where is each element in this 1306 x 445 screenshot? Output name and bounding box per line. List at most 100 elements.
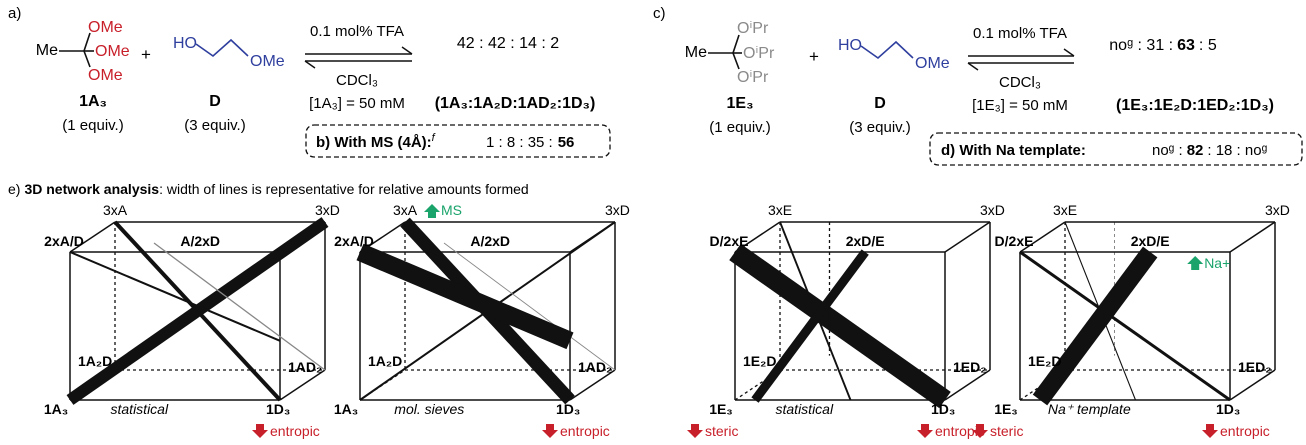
cube-edge bbox=[944, 221, 991, 253]
methoxy-label: OMe bbox=[915, 55, 950, 72]
isopropoxy-label: OⁱPr bbox=[743, 45, 775, 62]
down-arrow-icon bbox=[252, 424, 268, 438]
condition-solvent: CDCl₃ bbox=[336, 72, 378, 89]
condition-catalyst: 0.1 mol% TFA bbox=[310, 23, 404, 40]
bond bbox=[83, 50, 91, 68]
bond bbox=[732, 34, 740, 54]
network-path bbox=[69, 251, 281, 342]
vertex-label: D/2xE bbox=[710, 233, 749, 249]
vertex-label: 2xD/E bbox=[1131, 233, 1170, 249]
reagent-1e3-equiv: (1 equiv.) bbox=[709, 119, 770, 136]
down-arrow-icon bbox=[542, 424, 558, 438]
network-path bbox=[356, 243, 574, 350]
reagent-d-name: D bbox=[209, 93, 221, 110]
cube-edge bbox=[1019, 221, 1066, 253]
reagent-d-equiv: (3 equiv.) bbox=[184, 117, 245, 134]
vertex-label: 3xD bbox=[605, 202, 630, 218]
network-path bbox=[1019, 250, 1231, 402]
network-path bbox=[751, 249, 869, 403]
vertex-label: 1E₃ bbox=[994, 401, 1018, 417]
vertex-label: 3xE bbox=[768, 202, 792, 218]
na-box-label: d) With Na template: bbox=[941, 142, 1086, 159]
cube-edge bbox=[944, 369, 991, 401]
reagent-d-name: D bbox=[874, 95, 886, 112]
panel-c-label: c) bbox=[653, 5, 666, 22]
down-arrow-icon bbox=[972, 424, 988, 438]
network-path-minor bbox=[779, 221, 852, 401]
entropic-label: entropic bbox=[1220, 423, 1270, 439]
ms-result-box bbox=[305, 124, 611, 158]
hydroxyl-label: HO bbox=[838, 37, 862, 54]
na-box-ratio: noᵍ :82: 18 : noᵍ bbox=[1152, 142, 1268, 159]
panel-c: c) Me OⁱPr OⁱPr OⁱPr 1E₃ (1 equiv.) + HO… bbox=[653, 5, 1303, 166]
methyl-label: Me bbox=[36, 42, 58, 59]
vertex-label: A/2xD bbox=[180, 233, 220, 249]
vertex-label: 3xA bbox=[393, 202, 418, 218]
vertex-label: 1D₃ bbox=[556, 401, 580, 417]
cube-edge bbox=[279, 369, 326, 401]
methyl-label: Me bbox=[685, 44, 707, 61]
down-arrow-icon bbox=[687, 424, 703, 438]
network-cube-na-template: 3xE 3xD D/2xE 2xD/E 1E₂D 1ED₂ 1E₃ 1D₃ Na⁺ templa… bbox=[972, 202, 1290, 439]
network-cube-statistical-a: 3xA 3xD 2xA/D A/2xD 1A₂D 1AD₂ 1A₃ 1D₃ statistica… bbox=[44, 202, 340, 439]
vertex-label: 1D₃ bbox=[931, 401, 955, 417]
cube-caption: Na⁺ template bbox=[1048, 401, 1131, 417]
vertex-label: 3xD bbox=[980, 202, 1005, 218]
methoxy-label: OMe bbox=[88, 19, 123, 36]
isopropoxy-label: OⁱPr bbox=[737, 69, 769, 86]
na-template-result-box bbox=[929, 132, 1303, 166]
network-path bbox=[66, 217, 329, 405]
vertex-label: 1D₃ bbox=[1216, 401, 1240, 417]
network-cube-statistical-e: 3xE 3xD D/2xE 2xD/E 1E₂D 1ED₂ 1E₃ 1D₃ statistica… bbox=[687, 202, 1005, 439]
panel-e-title: e) 3D network analysis: width of lines is… bbox=[8, 181, 529, 197]
carbon-chain bbox=[860, 40, 914, 60]
equilibrium-ratio: 42 : 42 : 14 : 2 bbox=[457, 35, 559, 52]
diol-d-structure: HO OMe bbox=[173, 35, 285, 70]
orthoester-1e3-structure: Me OⁱPr OⁱPr OⁱPr bbox=[685, 20, 775, 86]
orthoester-1a3-structure: Me OMe OMe OMe bbox=[36, 19, 130, 84]
species-order: (1A₃:1A₂D:1AD₂:1D₃) bbox=[435, 95, 596, 112]
steric-label: steric bbox=[990, 423, 1023, 439]
diol-d-structure: HO OMe bbox=[838, 37, 950, 72]
network-cube-mol-sieves: 3xA 3xD 2xA/D A/2xD 1A₂D 1AD₂ 1A₃ 1D₃ mol. sieve… bbox=[334, 202, 630, 439]
down-arrow-icon bbox=[917, 424, 933, 438]
bond bbox=[732, 52, 740, 70]
vertex-label: 3xD bbox=[315, 202, 340, 218]
cube-caption: statistical bbox=[111, 401, 169, 417]
vertex-label: D/2xE bbox=[995, 233, 1034, 249]
vertex-label: A/2xD bbox=[470, 233, 510, 249]
network-path-minor bbox=[443, 242, 616, 371]
entropic-label: entropic bbox=[935, 423, 985, 439]
equilibrium-arrow bbox=[304, 46, 413, 69]
reagent-1a3-name: 1A₃ bbox=[79, 93, 107, 110]
vertex-label: 3xE bbox=[1053, 202, 1077, 218]
cube-edge bbox=[569, 369, 616, 401]
hydroxyl-label: HO bbox=[173, 35, 197, 52]
condition-concentration: [1A₃] = 50 mM bbox=[309, 95, 405, 112]
reagent-1a3-equiv: (1 equiv.) bbox=[62, 117, 123, 134]
cube-edge bbox=[1229, 369, 1276, 401]
entropic-label: entropic bbox=[560, 423, 610, 439]
cube-caption: mol. sieves bbox=[394, 401, 464, 417]
ms-box-ratio: 1 : 8 : 35 :56 bbox=[486, 134, 574, 151]
equilibrium-ratio: noᵍ : 31 :63: 5 bbox=[1109, 37, 1217, 54]
cube-edge bbox=[69, 221, 116, 253]
vertex-label: 3xA bbox=[103, 202, 128, 218]
isopropoxy-label: OⁱPr bbox=[737, 20, 769, 37]
vertex-label: 1E₃ bbox=[709, 401, 733, 417]
reagent-1e3-name: 1E₃ bbox=[727, 95, 754, 112]
equilibrium-arrow bbox=[967, 48, 1075, 71]
entropic-label: entropic bbox=[270, 423, 320, 439]
up-label: Na+ bbox=[1204, 255, 1230, 271]
vertex-label: 1AD₂ bbox=[288, 359, 322, 375]
panel-a: a) Me OMe OMe OMe 1A₃ (1 equiv.) + HO OM… bbox=[8, 5, 611, 158]
reagent-d-equiv: (3 equiv.) bbox=[849, 119, 910, 136]
species-order: (1E₃:1E₂D:1ED₂:1D₃) bbox=[1116, 97, 1274, 114]
vertex-label: 1ED₂ bbox=[953, 359, 986, 375]
panel-e: e) 3D network analysis: width of lines is… bbox=[8, 181, 1290, 439]
down-arrow-icon bbox=[1202, 424, 1218, 438]
methoxy-label: OMe bbox=[88, 67, 123, 84]
vertex-label: 2xD/E bbox=[846, 233, 885, 249]
vertex-label: 1ED₂ bbox=[1238, 359, 1271, 375]
